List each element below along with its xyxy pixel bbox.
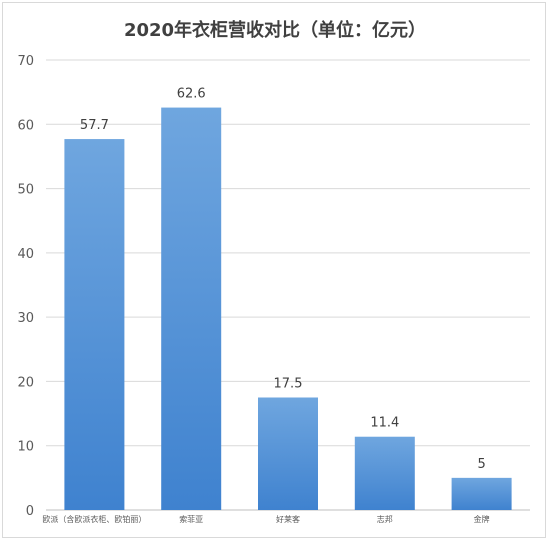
y-tick-label: 50 [17,183,34,198]
x-tick-label: 好莱客 [276,514,300,524]
y-tick-label: 10 [17,440,34,455]
y-tick-label: 0 [26,504,34,519]
bar [451,477,512,510]
data-label: 62.6 [177,87,206,102]
data-label: 11.4 [370,416,399,431]
x-tick-label: 索菲亚 [179,514,203,524]
data-label: 17.5 [274,377,303,392]
y-tick-label: 30 [17,311,34,326]
y-tick-label: 20 [17,375,34,390]
bar [161,107,222,511]
x-tick-label: 志邦 [377,514,393,524]
data-label: 5 [477,457,485,472]
bars [64,107,512,511]
chart-title: 2020年衣柜营收对比（单位：亿元） [123,20,427,41]
y-tick-label: 40 [17,247,34,262]
y-tick-label: 60 [17,118,34,133]
bar [64,139,125,511]
bar [258,397,318,510]
labels: 0 10 20 30 40 50 60 70 57.7 欧派（含欧派衣柜、欧铂丽） 62.6 索菲亚 1… [17,54,489,524]
x-tick-label: 金牌 [474,514,490,524]
bar [354,436,415,510]
x-tick-label: 欧派（含欧派衣柜、欧铂丽） [42,514,146,524]
y-tick-label: 70 [17,54,34,69]
data-label: 57.7 [80,118,109,133]
gridlines [46,59,530,511]
